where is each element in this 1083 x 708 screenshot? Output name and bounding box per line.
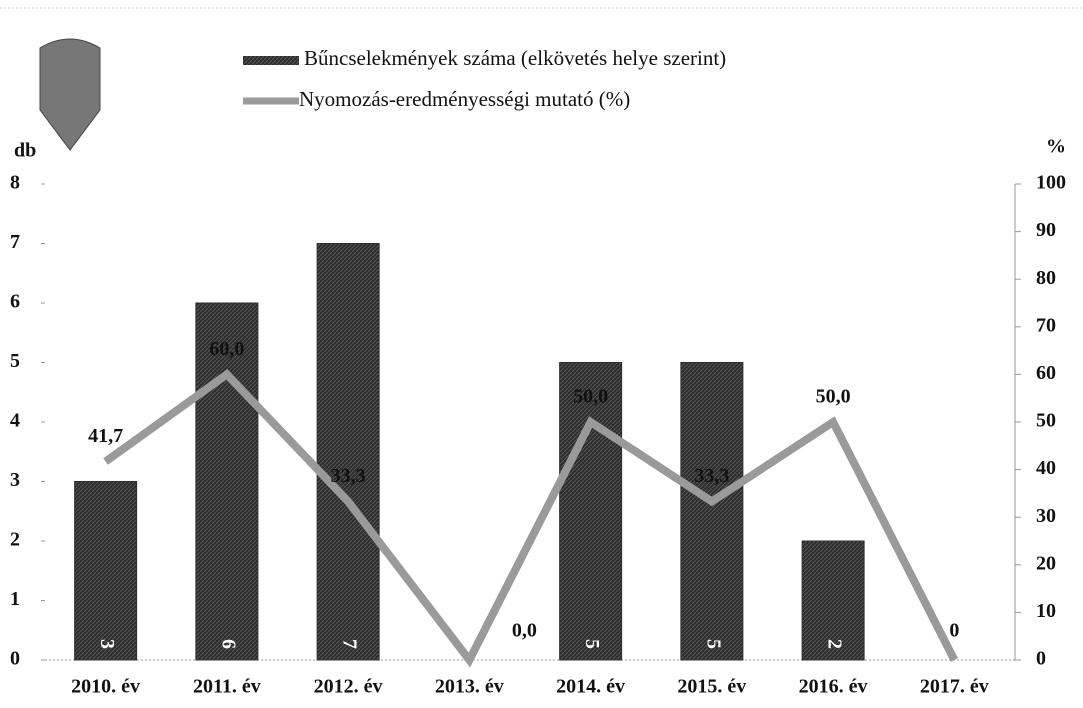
bar [316,243,380,661]
bar [801,540,865,661]
bar-value-label: 3 [96,639,118,649]
y2-axis-label: % [1046,136,1066,158]
y2-tick-label: 70 [1036,314,1056,336]
legend-swatch-bar [243,56,299,65]
y-tick-label: 2 [10,529,20,551]
bar-value-label: 0 [945,639,967,649]
x-tick-label: 2017. év [920,676,989,698]
y-tick-label: 8 [10,172,20,194]
y2-tick-label: 0 [1036,648,1046,670]
y2-tick-label: 40 [1036,457,1056,479]
y-tick-label: 6 [10,291,20,313]
bar-value-label: 5 [702,639,724,649]
bar [680,362,744,661]
line-value-label: 0 [949,620,959,642]
line-value-label: 41,7 [88,425,123,447]
y2-tick-label: 100 [1036,172,1066,194]
x-tick-label: 2012. év [314,676,383,698]
y-tick-label: 0 [10,648,20,670]
legend-entry: Bűncselekmények száma (elkövetés helye s… [304,46,726,70]
line-value-label: 33,3 [331,465,366,487]
y2-tick-label: 20 [1036,552,1056,574]
y-tick-label: 7 [10,231,20,253]
y-tick-label: 5 [10,350,20,372]
y2-tick-label: 60 [1036,362,1056,384]
y2-tick-label: 30 [1036,505,1056,527]
bar [74,481,138,661]
x-tick-label: 2010. év [71,676,140,698]
x-tick-label: 2015. év [677,676,746,698]
y2-tick-label: 10 [1036,600,1056,622]
x-tick-label: 2013. év [435,676,504,698]
bar [195,302,259,661]
logo [39,38,101,151]
line-value-label: 0,0 [512,620,537,642]
line-value-label: 60,0 [209,338,244,360]
bar [559,362,623,661]
x-tick-label: 2011. év [193,676,261,698]
y-tick-label: 1 [10,588,20,610]
y-axis-label: db [14,140,36,162]
legend-entry: Nyomozás-eredményességi mutató (%) [299,87,630,111]
x-tick-label: 2016. év [799,676,868,698]
bar-value-label: 2 [824,639,846,649]
y2-tick-label: 90 [1036,219,1056,241]
bar-value-label: 6 [217,639,239,649]
bar-value-label: 0 [460,639,482,649]
y-tick-label: 3 [10,469,20,491]
line-value-label: 33,3 [694,465,729,487]
bar-value-label: 5 [581,639,603,649]
bar-value-label: 7 [339,639,361,649]
line-value-label: 50,0 [816,386,851,408]
line [103,369,958,668]
x-tick-label: 2014. év [556,676,625,698]
y2-tick-label: 50 [1036,410,1056,432]
y2-tick-label: 80 [1036,267,1056,289]
line-value-label: 50,0 [573,386,608,408]
y-tick-label: 4 [10,410,20,432]
